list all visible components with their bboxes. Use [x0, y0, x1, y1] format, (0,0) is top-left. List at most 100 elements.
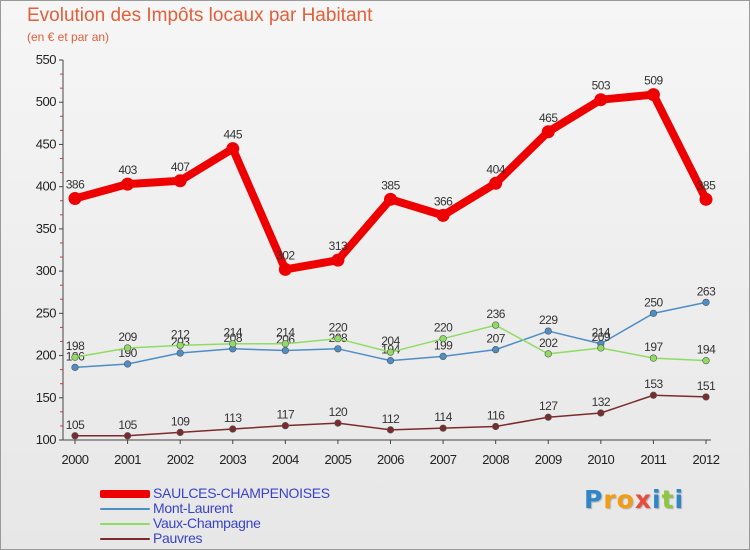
logo-letter: P — [584, 485, 604, 514]
data-label-vaux-champagne: 209 — [118, 330, 137, 344]
legend-swatch — [100, 490, 150, 498]
y-tick-label: 550 — [36, 52, 56, 67]
data-label-mont-laurent: 208 — [223, 331, 242, 345]
data-point-saulces-champenoises — [699, 192, 713, 206]
legend-item-vaux-champagne: Vaux-Champagne — [100, 515, 360, 531]
legend-label: Pauvres — [153, 530, 203, 546]
data-point-pauvres — [334, 419, 342, 427]
data-label-vaux-champagne: 197 — [644, 340, 663, 354]
data-point-saulces-champenoises — [489, 176, 503, 190]
data-point-vaux-champagne — [702, 357, 710, 365]
data-point-pauvres — [386, 426, 395, 434]
data-label-pauvres: 117 — [277, 408, 295, 422]
data-point-saulces-champenoises — [331, 253, 345, 267]
data-point-saulces-champenoises — [646, 88, 660, 102]
legend-item-pauvres: Pauvres — [100, 530, 360, 546]
data-label-saulces-champenoises: 313 — [329, 239, 348, 253]
data-label-vaux-champagne: 194 — [697, 343, 716, 357]
y-tick-label: 350 — [36, 221, 56, 236]
data-label-saulces-champenoises: 366 — [434, 194, 453, 208]
data-label-saulces-champenoises: 404 — [486, 162, 505, 176]
legend-label: SAULCES-CHAMPENOISES — [153, 485, 330, 501]
data-point-saulces-champenoises — [173, 174, 187, 188]
data-label-mont-laurent: 207 — [486, 332, 505, 346]
x-tick-label: 2003 — [219, 452, 246, 467]
data-label-vaux-champagne: 236 — [486, 307, 505, 321]
x-tick-label: 2009 — [535, 452, 562, 467]
logo-letter: r — [603, 485, 617, 514]
data-point-vaux-champagne — [544, 350, 552, 358]
data-point-vaux-champagne — [649, 354, 658, 362]
data-point-pauvres — [702, 393, 710, 401]
data-point-pauvres — [439, 424, 447, 432]
data-label-mont-laurent: 199 — [434, 338, 453, 352]
data-point-mont-laurent — [649, 309, 658, 317]
data-label-vaux-champagne: 220 — [329, 321, 348, 335]
data-label-saulces-champenoises: 386 — [66, 177, 85, 191]
data-label-mont-laurent: 229 — [539, 313, 558, 327]
data-label-saulces-champenoises: 445 — [223, 128, 242, 142]
data-point-saulces-champenoises — [121, 177, 135, 191]
logo-letter: x — [634, 485, 652, 514]
y-tick-label: 450 — [36, 136, 56, 151]
x-tick-label: 2007 — [430, 452, 457, 467]
x-tick-label: 2012 — [693, 452, 720, 467]
legend-swatch — [100, 538, 150, 540]
data-label-saulces-champenoises: 503 — [592, 79, 611, 93]
data-label-vaux-champagne: 198 — [66, 339, 85, 353]
data-point-mont-laurent — [386, 357, 395, 365]
data-label-saulces-champenoises: 385 — [381, 178, 400, 192]
data-label-pauvres: 151 — [697, 379, 716, 393]
legend-swatch — [100, 523, 150, 525]
data-label-mont-laurent: 250 — [644, 295, 663, 309]
data-label-vaux-champagne: 212 — [171, 327, 190, 341]
data-label-saulces-champenoises: 302 — [276, 248, 295, 262]
data-point-pauvres — [492, 422, 500, 431]
chart-title: Evolution des Impôts locaux par Habitant — [27, 5, 373, 26]
data-point-mont-laurent — [176, 349, 184, 357]
data-label-mont-laurent: 190 — [118, 346, 137, 360]
logo-letter: i — [652, 485, 662, 514]
data-label-vaux-champagne: 220 — [434, 321, 453, 335]
data-label-pauvres: 120 — [329, 405, 348, 419]
x-tick-label: 2004 — [272, 452, 299, 467]
data-point-vaux-champagne — [123, 344, 132, 352]
data-point-saulces-champenoises — [384, 192, 397, 206]
y-tick-label: 400 — [36, 179, 56, 194]
legend-label: Vaux-Champagne — [153, 515, 261, 531]
data-label-pauvres: 127 — [539, 399, 558, 413]
data-label-mont-laurent: 263 — [697, 284, 716, 298]
data-point-pauvres — [544, 413, 552, 421]
logo-letter: o — [616, 485, 635, 514]
data-point-vaux-champagne — [281, 340, 289, 348]
data-label-mont-laurent: 214 — [592, 326, 611, 340]
data-point-saulces-champenoises — [541, 125, 555, 139]
data-point-mont-laurent — [702, 298, 710, 306]
data-point-vaux-champagne — [439, 335, 447, 343]
data-point-vaux-champagne — [229, 340, 237, 348]
data-point-vaux-champagne — [492, 321, 500, 329]
data-point-saulces-champenoises — [278, 262, 292, 276]
data-point-saulces-champenoises — [226, 142, 240, 156]
data-label-saulces-champenoises: 403 — [118, 163, 137, 177]
y-tick-label: 150 — [36, 390, 56, 405]
data-point-mont-laurent — [71, 363, 79, 371]
proxiti-logo: Proxiti — [584, 485, 684, 514]
data-label-vaux-champagne: 214 — [276, 326, 295, 340]
data-label-pauvres: 116 — [487, 408, 505, 422]
data-point-pauvres — [597, 409, 605, 417]
data-label-pauvres: 105 — [66, 418, 85, 432]
data-point-mont-laurent — [439, 352, 447, 361]
y-tick-label: 250 — [36, 305, 56, 320]
data-point-pauvres — [229, 425, 237, 433]
data-label-saulces-champenoises: 509 — [644, 74, 663, 88]
data-label-pauvres: 109 — [171, 414, 190, 428]
data-point-mont-laurent — [281, 346, 289, 355]
data-point-mont-laurent — [492, 346, 500, 354]
data-label-pauvres: 153 — [644, 377, 663, 391]
data-point-saulces-champenoises — [436, 208, 450, 222]
data-point-mont-laurent — [334, 345, 342, 353]
data-point-pauvres — [281, 422, 289, 430]
data-point-vaux-champagne — [386, 348, 395, 356]
